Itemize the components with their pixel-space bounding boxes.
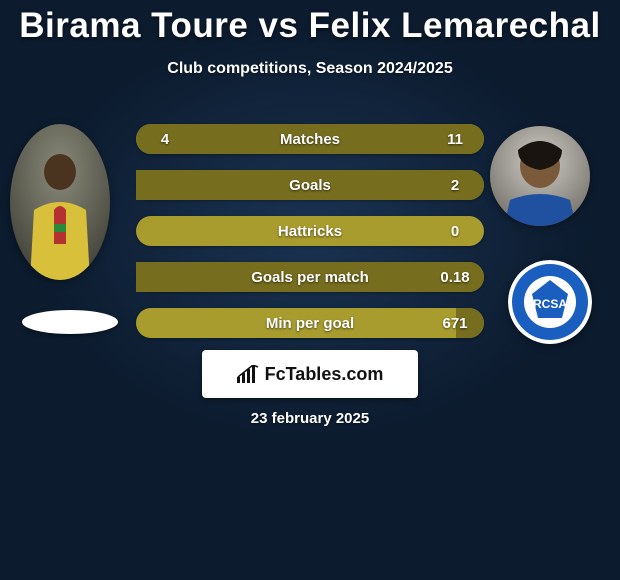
strasbourg-crest-icon: RCSA [508,260,592,344]
comparison-card: Birama Toure vs Felix Lemarechal Club co… [0,0,620,580]
stat-label: Goals [194,177,426,194]
player-right-club-badge: RCSA [508,260,592,344]
comparison-date: 23 february 2025 [0,410,620,427]
stat-row-matches: 4 Matches 11 [136,124,484,154]
stat-value-right: 2 [426,177,484,194]
bar-chart-icon [237,365,259,383]
stat-value-right: 671 [426,315,484,332]
stat-label: Min per goal [194,315,426,332]
stat-row-min-per-goal: Min per goal 671 [136,308,484,338]
stat-value-right: 0.18 [426,269,484,286]
branding-text: FcTables.com [265,364,384,385]
stat-label: Goals per match [194,269,426,286]
player-right-photo-placeholder [490,126,590,226]
player-left-avatar [10,124,110,280]
stat-row-hattricks: Hattricks 0 [136,216,484,246]
player-left-photo-placeholder [10,124,110,280]
stat-label: Matches [194,131,426,148]
stat-bars: 4 Matches 11 Goals 2 Hattricks 0 Goals p… [136,124,484,354]
stat-value-left: 4 [136,131,194,148]
page-subtitle: Club competitions, Season 2024/2025 [0,60,620,78]
svg-text:RCSA: RCSA [533,297,567,311]
branding-badge: FcTables.com [202,350,418,398]
stat-label: Hattricks [194,223,426,240]
stat-value-right: 11 [426,131,484,148]
player-right-avatar [490,126,590,226]
stat-value-right: 0 [426,223,484,240]
page-title: Birama Toure vs Felix Lemarechal [0,0,620,46]
stat-row-goals: Goals 2 [136,170,484,200]
player-left-club-badge [22,310,118,334]
stat-row-goals-per-match: Goals per match 0.18 [136,262,484,292]
